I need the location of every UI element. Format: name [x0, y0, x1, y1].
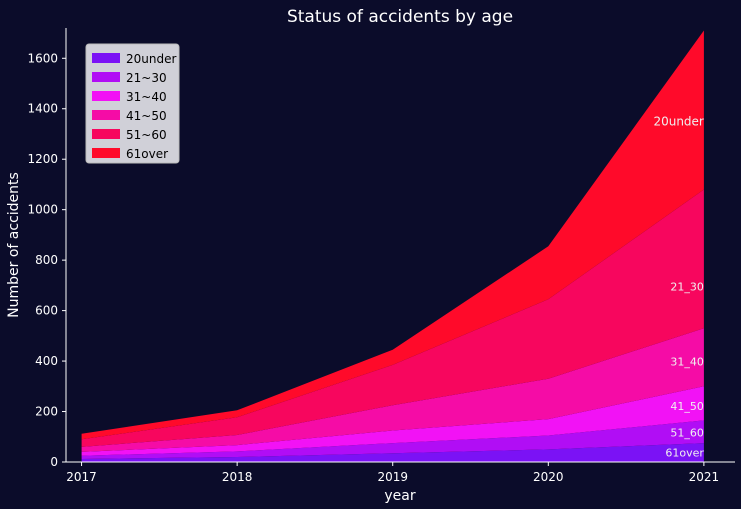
- y-axis-label: Number of accidents: [6, 172, 22, 318]
- legend-swatch: [92, 72, 120, 82]
- legend-swatch: [92, 129, 120, 139]
- area-31~40: [81, 386, 704, 456]
- area-series-group: [81, 30, 704, 462]
- annotation-label: 20under: [653, 114, 703, 128]
- legend-swatch: [92, 53, 120, 63]
- x-tick-label: 2017: [66, 470, 97, 484]
- y-tick-label: 1400: [27, 102, 58, 116]
- area-41~50: [81, 328, 704, 452]
- legend-label: 20under: [126, 52, 176, 66]
- y-tick-label: 1000: [27, 203, 58, 217]
- y-tick-label: 800: [35, 253, 58, 267]
- area-20under: [81, 443, 704, 462]
- y-tick-label: 200: [35, 405, 58, 419]
- y-tick-label: 600: [35, 304, 58, 318]
- legend-label: 51~60: [126, 128, 167, 142]
- x-tick-label: 2019: [377, 470, 408, 484]
- annotations-group: 20under 21_30 31_40 41_50 51_60 61over: [653, 114, 704, 459]
- area-51~60: [81, 189, 704, 447]
- legend-label: 31~40: [126, 90, 167, 104]
- legend-label: 21~30: [126, 71, 167, 85]
- y-tick-label: 400: [35, 354, 58, 368]
- x-tick-label: 2018: [222, 470, 253, 484]
- chart-title: Status of accidents by age: [287, 7, 513, 27]
- legend-swatch: [92, 91, 120, 101]
- legend: 20under 21~30 31~40 41~50 51~60 61over: [85, 43, 180, 164]
- x-axis-label: year: [384, 488, 415, 504]
- y-tick-label: 0: [50, 455, 58, 469]
- annotation-label: 31_40: [670, 356, 704, 369]
- annotation-label: 61over: [665, 447, 704, 460]
- legend-swatch: [92, 110, 120, 120]
- axes: 0 200 400 600 800 1000 1200 1400 1600 2017 2018 201…: [27, 28, 735, 484]
- y-tick-label: 1600: [27, 51, 58, 65]
- y-tick-label: 1200: [27, 152, 58, 166]
- x-tick-label: 2020: [533, 470, 564, 484]
- annotation-label: 41_50: [670, 400, 704, 413]
- annotation-label: 51_60: [670, 426, 704, 439]
- x-tick-label: 2021: [689, 470, 720, 484]
- legend-swatch: [92, 148, 120, 158]
- area-21~30: [81, 420, 704, 459]
- legend-label: 41~50: [126, 109, 167, 123]
- area-61over: [81, 30, 704, 440]
- annotation-label: 21_30: [670, 281, 704, 294]
- legend-label: 61over: [126, 147, 168, 161]
